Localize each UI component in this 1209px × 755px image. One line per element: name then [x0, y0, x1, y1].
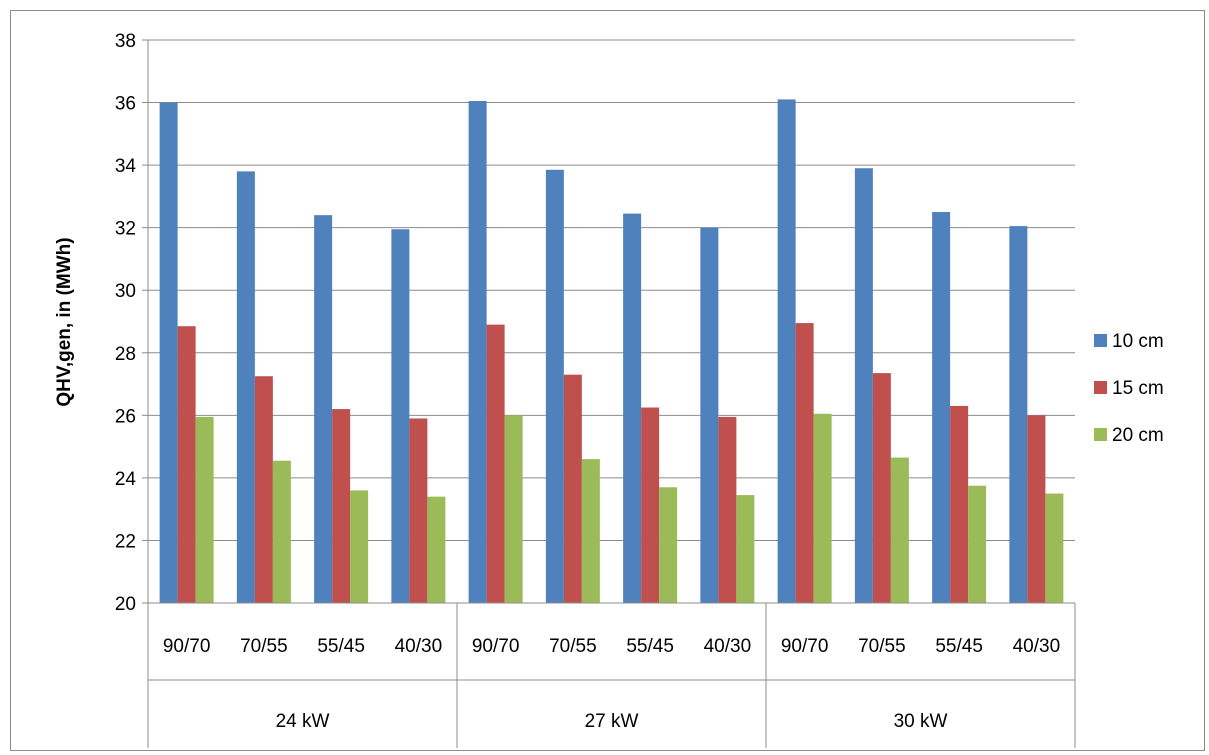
bar	[968, 485, 987, 603]
x-tick-label: 40/30	[1013, 636, 1061, 657]
y-axis-label: QHV,gen, in (MWh)	[54, 237, 75, 406]
x-tick-label: 40/30	[704, 636, 752, 657]
x-tick-labels: 90/70 70/55 55/45 40/30 90/70 70/55 55/45 40/30…	[163, 636, 1060, 657]
x-tick-label: 55/45	[626, 636, 674, 657]
bar	[1027, 415, 1046, 603]
legend-label: 15 cm	[1112, 378, 1164, 399]
bar	[350, 490, 369, 603]
bar	[177, 326, 196, 603]
bar	[332, 409, 351, 603]
x-tick-label: 70/55	[240, 636, 288, 657]
bar	[545, 169, 564, 603]
bar	[254, 376, 273, 603]
x-tick-label: 90/70	[472, 636, 520, 657]
bar	[486, 324, 505, 603]
bar	[890, 457, 909, 603]
y-tick-label: 30	[115, 281, 136, 302]
bar	[563, 374, 582, 603]
x-group-labels: 24 kW 27 kW 30 kW	[147, 603, 1076, 748]
y-tick-label: 38	[115, 31, 136, 52]
bar	[272, 460, 291, 603]
legend-swatch	[1094, 381, 1107, 394]
legend-label: 10 cm	[1112, 331, 1164, 352]
y-tick-label: 36	[115, 94, 136, 115]
bar	[195, 416, 214, 603]
bar	[1009, 226, 1028, 603]
y-tick-label: 22	[115, 531, 136, 552]
y-tick-label: 26	[115, 406, 136, 427]
bar	[314, 215, 333, 603]
bar	[872, 373, 891, 603]
bar	[641, 407, 660, 603]
x-group-label: 27 kW	[585, 711, 639, 732]
bar	[159, 102, 178, 604]
bar	[932, 212, 951, 603]
x-tick-label: 90/70	[163, 636, 211, 657]
legend-swatch	[1094, 428, 1107, 441]
bar	[623, 213, 642, 603]
bar	[427, 496, 446, 603]
bar	[236, 171, 255, 603]
x-tick-label: 40/30	[395, 636, 443, 657]
y-tick-label: 20	[115, 594, 136, 615]
x-tick-label: 55/45	[935, 636, 983, 657]
bars	[159, 99, 1064, 604]
axes	[147, 40, 1075, 604]
bar	[504, 415, 523, 603]
x-tick-label: 70/55	[549, 636, 597, 657]
y-tick-labels: 20 22 24 26 28 30 32 34 36 38	[115, 31, 137, 615]
bar	[854, 168, 873, 603]
y-tick-label: 28	[115, 344, 136, 365]
chart-frame	[10, 10, 1205, 751]
bar	[700, 227, 719, 603]
x-tick-label: 90/70	[781, 636, 829, 657]
y-tick-label: 32	[115, 219, 136, 240]
bar	[950, 405, 969, 603]
x-tick-label: 70/55	[858, 636, 906, 657]
bar	[1045, 493, 1064, 603]
bar	[581, 459, 600, 603]
bar	[795, 323, 814, 603]
y-tick-label: 24	[115, 469, 137, 490]
bar	[777, 99, 796, 603]
bar	[659, 487, 678, 603]
legend: 10 cm 15 cm 20 cm	[1094, 331, 1164, 446]
x-group-label: 30 kW	[894, 711, 948, 732]
x-tick-label: 55/45	[317, 636, 365, 657]
bar	[468, 100, 487, 603]
bar	[736, 495, 755, 603]
bar	[718, 416, 737, 603]
legend-label: 20 cm	[1112, 425, 1164, 446]
bar	[409, 418, 428, 603]
x-group-label: 24 kW	[276, 711, 330, 732]
legend-swatch	[1094, 334, 1107, 347]
bar	[813, 413, 832, 603]
bar	[391, 229, 410, 603]
y-tick-label: 34	[115, 156, 137, 177]
